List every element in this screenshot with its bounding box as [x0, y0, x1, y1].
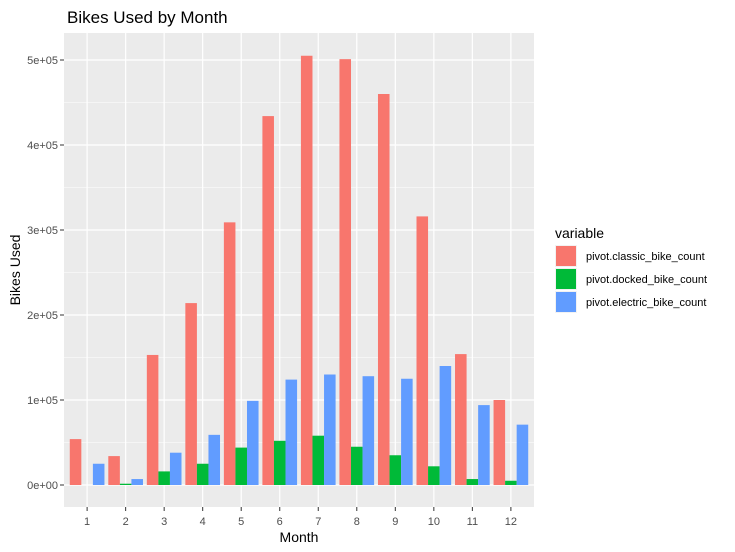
bar-pivot-classic-bike-count — [339, 59, 352, 486]
bar-pivot-docked-bike-count — [351, 446, 363, 485]
bar-pivot-classic-bike-count — [108, 456, 120, 485]
bar-pivot-electric-bike-count — [478, 405, 490, 485]
bar-pivot-docked-bike-count — [505, 480, 517, 485]
x-tick-label: 12 — [505, 516, 517, 528]
bar-pivot-classic-bike-count — [416, 216, 429, 485]
bar-pivot-classic-bike-count — [69, 439, 82, 485]
bar-pivot-docked-bike-count — [273, 440, 286, 485]
bar-pivot-docked-bike-count — [466, 479, 479, 485]
legend-label: pivot.docked_bike_count — [586, 274, 707, 286]
bar-pivot-electric-bike-count — [324, 374, 336, 485]
x-tick-label: 6 — [277, 516, 283, 528]
legend-label: pivot.classic_bike_count — [586, 251, 705, 263]
chart-title: Bikes Used by Month — [67, 8, 228, 27]
y-axis: 0e+00 1e+05 2e+05 3e+05 4e+05 5e+05 — [27, 55, 64, 492]
bar-pivot-electric-bike-count — [362, 376, 375, 485]
legend: variable pivot.classic_bike_count pivot.d… — [555, 225, 707, 313]
x-tick-label: 11 — [467, 516, 478, 528]
bar-pivot-docked-bike-count — [312, 435, 325, 485]
bar-pivot-docked-bike-count — [196, 463, 209, 485]
bar-pivot-classic-bike-count — [146, 354, 159, 485]
x-tick-label: 1 — [84, 516, 90, 528]
bar-pivot-classic-bike-count — [455, 354, 467, 485]
bar-pivot-docked-bike-count — [158, 471, 170, 485]
bar-pivot-electric-bike-count — [285, 379, 298, 485]
bar-pivot-classic-bike-count — [493, 400, 506, 485]
x-axis-title: Month — [280, 529, 319, 545]
bar-pivot-electric-bike-count — [208, 434, 221, 485]
y-tick-label: 3e+05 — [27, 225, 58, 237]
x-tick-label: 4 — [200, 516, 206, 528]
y-tick-label: 0e+00 — [27, 480, 58, 492]
gridlines — [64, 33, 534, 507]
bar-pivot-electric-bike-count — [401, 378, 413, 485]
legend-swatch — [556, 269, 576, 289]
bars — [69, 55, 529, 486]
y-tick-label: 5e+05 — [27, 55, 58, 67]
legend-title: variable — [555, 225, 604, 241]
x-tick-label: 3 — [161, 516, 167, 528]
bar-pivot-electric-bike-count — [246, 400, 259, 485]
bar-pivot-classic-bike-count — [300, 55, 313, 485]
x-tick-label: 9 — [392, 516, 398, 528]
bar-pivot-docked-bike-count — [428, 466, 440, 485]
y-tick-label: 4e+05 — [27, 140, 58, 152]
bar-pivot-docked-bike-count — [235, 447, 247, 485]
y-tick-label: 1e+05 — [27, 395, 58, 407]
bar-pivot-classic-bike-count — [185, 303, 197, 485]
x-tick-label: 5 — [238, 516, 244, 528]
legend-swatch — [556, 246, 576, 266]
bar-pivot-classic-bike-count — [377, 94, 390, 485]
x-tick-label: 7 — [315, 516, 321, 528]
bar-pivot-electric-bike-count — [169, 452, 182, 485]
bar-pivot-electric-bike-count — [439, 366, 452, 485]
bar-pivot-electric-bike-count — [516, 424, 529, 485]
bar-pivot-classic-bike-count — [262, 116, 274, 485]
bar-pivot-electric-bike-count — [131, 479, 143, 485]
legend-swatch — [556, 292, 576, 312]
bar-pivot-docked-bike-count — [119, 483, 132, 485]
legend-label: pivot.electric_bike_count — [586, 297, 706, 309]
y-tick-label: 2e+05 — [27, 310, 58, 322]
x-axis: 1 2 3 4 5 6 7 8 9 10 11 12 — [84, 507, 517, 528]
x-tick-label: 8 — [354, 516, 360, 528]
x-tick-label: 10 — [428, 516, 440, 528]
x-tick-label: 2 — [123, 516, 129, 528]
y-axis-title: Bikes Used — [7, 235, 23, 306]
bar-pivot-electric-bike-count — [92, 463, 105, 485]
bar-pivot-classic-bike-count — [223, 222, 236, 485]
bar-pivot-docked-bike-count — [389, 455, 402, 485]
